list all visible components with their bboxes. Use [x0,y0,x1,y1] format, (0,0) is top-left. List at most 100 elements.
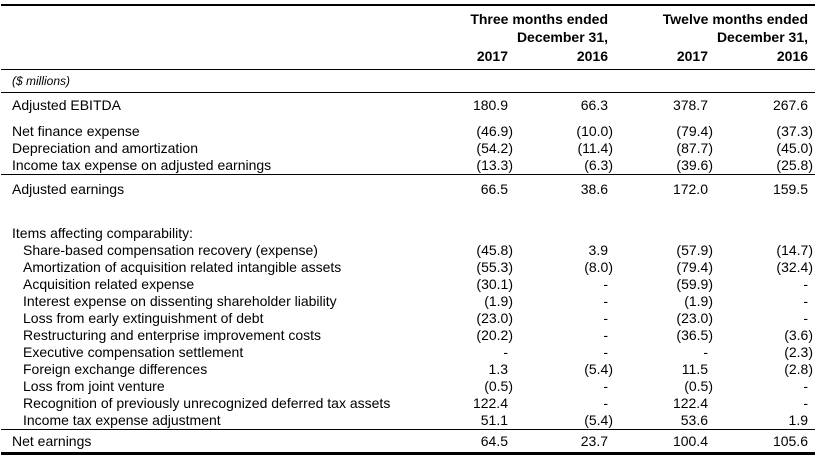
year-header-fy-2017: 2017 [676,48,708,64]
earnings-reconciliation-table: Three months ended December 31, Twelve m… [1,4,815,455]
row-label: Share-based compensation recovery (expen… [23,242,318,258]
cell-value: (46.9) [476,123,513,139]
table-row: Share-based compensation recovery (expen… [1,242,815,259]
cell-value: - [603,276,608,292]
cell-value: (8.0) [584,259,613,275]
cell-value: (59.9) [676,276,713,292]
row-label: Executive compensation settlement [23,344,244,360]
cell-value: (3.6) [784,327,813,343]
cell-value: - [803,293,808,309]
cell-value: 100.4 [672,433,708,449]
cell-value: (23.0) [676,310,713,326]
cell-value: (25.8) [776,157,813,173]
period-group-three-months: Three months ended December 31, [415,5,615,47]
cell-value: (37.3) [776,123,813,139]
row-label: Net finance expense [12,123,140,139]
unit-note-row: ($ millions) [1,70,815,93]
cell-value: (45.0) [776,140,813,156]
cell-value: (23.0) [476,310,513,326]
cell-value: (5.4) [584,412,613,428]
cell-value: - [603,395,608,411]
spacer-row [1,198,815,225]
table-row: Items affecting comparability: [1,225,815,242]
row-label: Income tax expense on adjusted earnings [12,157,272,173]
cell-value: (30.1) [476,276,513,292]
unit-note: ($ millions) [12,74,71,88]
table-row: Loss from joint venture (0.5) - (0.5) - [1,378,815,395]
cell-value: - [603,378,608,394]
cell-value: 1.3 [488,361,508,377]
cell-value: - [603,293,608,309]
cell-value: - [503,344,508,360]
cell-value: (87.7) [676,140,713,156]
cell-value: - [803,378,808,394]
cell-value [415,225,515,242]
cell-value: (79.4) [676,123,713,139]
cell-value: - [803,276,808,292]
cell-value [715,225,815,242]
cell-value [615,225,715,242]
cell-value: (1.9) [484,293,513,309]
cell-value: (20.2) [476,327,513,343]
cell-value: (57.9) [676,242,713,258]
row-label: Net earnings [12,433,92,449]
header-spacer-cell [1,5,415,47]
cell-value: 378.7 [672,97,708,113]
cell-value: 3.9 [588,242,608,258]
table-row: Loss from early extinguishment of debt (2… [1,310,815,327]
table-row: Amortization of acquisition related inta… [1,259,815,276]
cell-value: 66.5 [480,181,508,197]
cell-value [415,198,515,225]
table-row: Foreign exchange differences 1.3 (5.4) 11.5… [1,361,815,378]
cell-value [515,198,615,225]
cell-value: 105.6 [772,433,808,449]
cell-value: (0.5) [684,378,713,394]
cell-value: (2.8) [784,361,813,377]
cell-value: (54.2) [476,140,513,156]
period-header-row: Three months ended December 31, Twelve m… [1,5,815,47]
cell-value: 1.9 [788,412,808,428]
row-label: Restructuring and enterprise improvement… [23,327,322,343]
row-label: Amortization of acquisition related inta… [23,259,342,275]
row-label: Interest expense on dissenting sharehold… [23,293,337,309]
cell-value: (10.0) [576,123,613,139]
cell-value: 64.5 [480,433,508,449]
cell-value: (36.5) [676,327,713,343]
cell-value: - [603,344,608,360]
row-label: Depreciation and amortization [12,140,198,156]
cell-value: - [703,344,708,360]
table-row: Adjusted EBITDA 180.9 66.3 378.7 267.6 [1,93,815,118]
cell-value: (14.7) [776,242,813,258]
row-label: Recognition of previously unrecognized d… [23,395,391,411]
row-label: Adjusted earnings [12,181,125,197]
cell-value: (13.3) [476,157,513,173]
cell-value: 23.7 [580,433,608,449]
row-label: Items affecting comparability: [12,225,194,241]
cell-value: - [603,327,608,343]
cell-value: 267.6 [772,97,808,113]
table-row: Acquisition related expense (30.1) - (59.9)… [1,276,815,293]
cell-value: (1.9) [684,293,713,309]
cell-value: (5.4) [584,361,613,377]
row-label: Adjusted EBITDA [12,97,121,113]
cell-value: 122.4 [672,395,708,411]
cell-value: (55.3) [476,259,513,275]
year-header-q-2016: 2016 [576,48,608,64]
table-row: Income tax expense adjustment 51.1 (5.4) 53… [1,412,815,430]
cell-value: (11.4) [577,140,613,156]
cell-value: (6.3) [584,157,613,173]
cell-value [615,198,715,225]
cell-value: 51.1 [480,412,508,428]
period-group-line2: December 31, [716,29,808,45]
table-body: Adjusted EBITDA 180.9 66.3 378.7 267.6 Net fi… [1,93,815,454]
cell-value: (45.8) [476,242,513,258]
period-group-line1: Twelve months ended [662,11,808,27]
table-row: Recognition of previously unrecognized d… [1,395,815,412]
row-label: Acquisition related expense [23,276,195,292]
period-group-line2: December 31, [516,29,608,45]
row-label [1,198,415,225]
table-row: Net earnings 64.5 23.7 100.4 105.6 [1,430,815,454]
cell-value [515,225,615,242]
row-label: Foreign exchange differences [23,361,208,377]
cell-value: (79.4) [676,259,713,275]
